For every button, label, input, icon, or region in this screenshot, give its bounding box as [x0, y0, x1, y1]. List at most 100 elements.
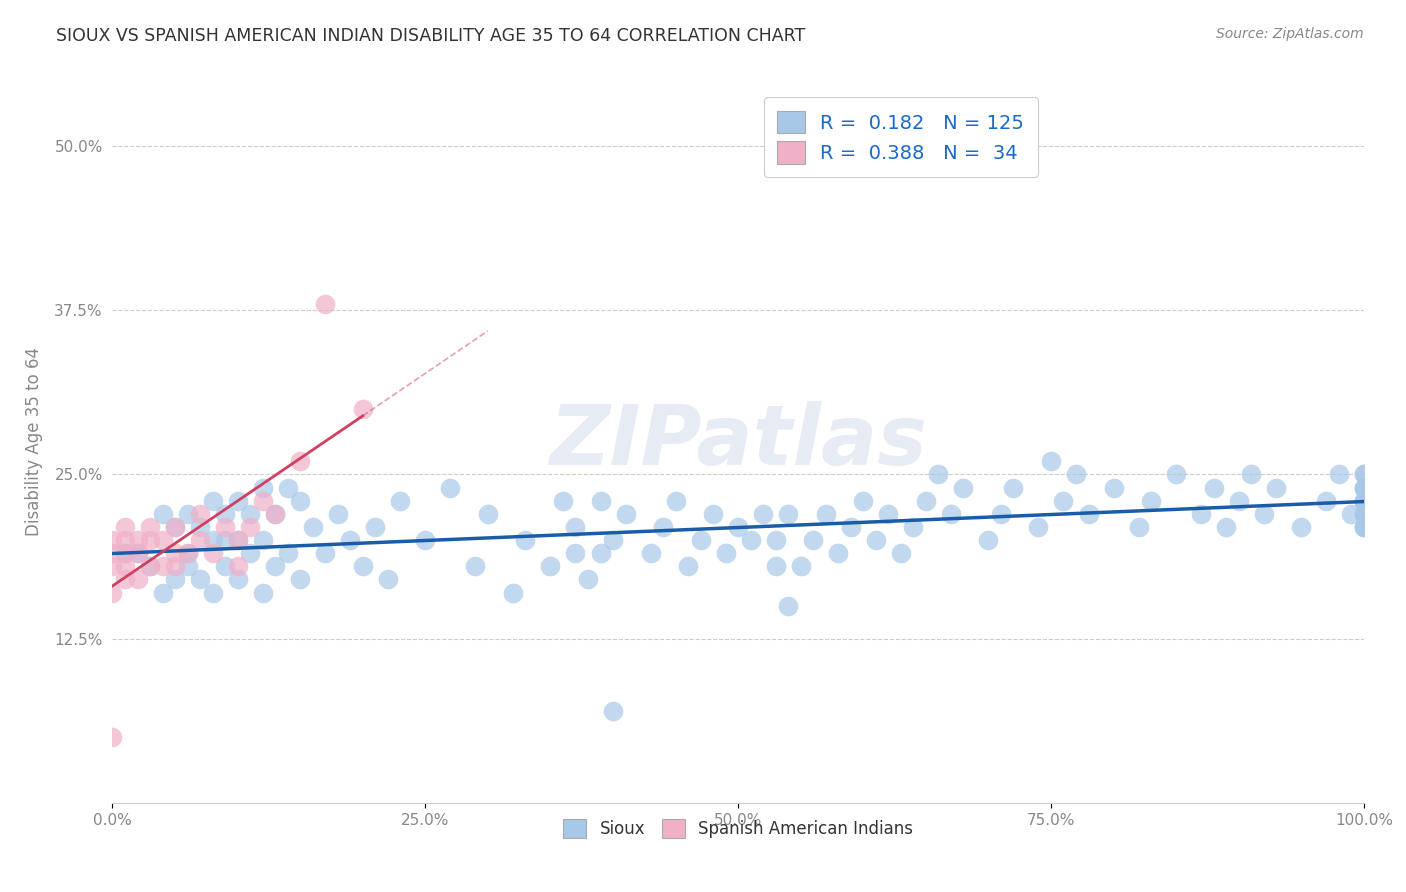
Point	[114, 559, 136, 574]
Point	[127, 546, 149, 560]
Point	[176, 546, 198, 560]
Point	[264, 507, 287, 521]
Point	[1327, 467, 1350, 482]
Point	[439, 481, 461, 495]
Point	[564, 520, 586, 534]
Point	[252, 493, 274, 508]
Point	[339, 533, 361, 547]
Point	[664, 493, 686, 508]
Text: SIOUX VS SPANISH AMERICAN INDIAN DISABILITY AGE 35 TO 64 CORRELATION CHART: SIOUX VS SPANISH AMERICAN INDIAN DISABIL…	[56, 27, 806, 45]
Point	[239, 520, 262, 534]
Point	[1353, 493, 1375, 508]
Point	[377, 573, 399, 587]
Point	[139, 559, 162, 574]
Point	[290, 454, 312, 468]
Point	[1028, 520, 1050, 534]
Point	[1315, 493, 1337, 508]
Point	[239, 546, 262, 560]
Point	[927, 467, 949, 482]
Point	[464, 559, 486, 574]
Point	[152, 507, 174, 521]
Point	[640, 546, 662, 560]
Point	[890, 546, 912, 560]
Point	[163, 546, 186, 560]
Point	[714, 546, 737, 560]
Point	[1353, 481, 1375, 495]
Point	[1353, 493, 1375, 508]
Point	[264, 507, 287, 521]
Point	[1353, 467, 1375, 482]
Point	[1265, 481, 1288, 495]
Point	[1052, 493, 1074, 508]
Point	[114, 573, 136, 587]
Point	[589, 546, 612, 560]
Point	[101, 585, 124, 599]
Point	[214, 559, 236, 574]
Point	[1291, 520, 1313, 534]
Point	[364, 520, 387, 534]
Point	[676, 559, 699, 574]
Point	[538, 559, 561, 574]
Point	[1039, 454, 1063, 468]
Point	[1353, 520, 1375, 534]
Point	[865, 533, 887, 547]
Point	[502, 585, 524, 599]
Point	[264, 559, 287, 574]
Point	[1353, 467, 1375, 482]
Point	[1164, 467, 1187, 482]
Point	[877, 507, 900, 521]
Point	[352, 401, 374, 416]
Y-axis label: Disability Age 35 to 64: Disability Age 35 to 64	[25, 347, 44, 536]
Point	[1189, 507, 1212, 521]
Point	[226, 559, 249, 574]
Point	[778, 599, 800, 613]
Point	[614, 507, 637, 521]
Point	[727, 520, 749, 534]
Point	[1202, 481, 1225, 495]
Point	[139, 559, 162, 574]
Point	[239, 507, 262, 521]
Point	[1353, 481, 1375, 495]
Point	[226, 533, 249, 547]
Point	[515, 533, 537, 547]
Point	[589, 493, 612, 508]
Point	[127, 573, 149, 587]
Point	[114, 533, 136, 547]
Point	[652, 520, 675, 534]
Point	[977, 533, 1000, 547]
Point	[176, 507, 198, 521]
Point	[1353, 507, 1375, 521]
Point	[163, 573, 186, 587]
Point	[114, 520, 136, 534]
Point	[152, 559, 174, 574]
Point	[551, 493, 574, 508]
Point	[602, 704, 624, 718]
Point	[752, 507, 775, 521]
Point	[1353, 507, 1375, 521]
Point	[214, 520, 236, 534]
Point	[277, 546, 299, 560]
Point	[201, 533, 224, 547]
Point	[252, 533, 274, 547]
Point	[1227, 493, 1250, 508]
Point	[290, 573, 312, 587]
Point	[778, 507, 800, 521]
Point	[689, 533, 711, 547]
Point	[201, 546, 224, 560]
Point	[139, 533, 162, 547]
Point	[990, 507, 1012, 521]
Point	[226, 533, 249, 547]
Point	[326, 507, 349, 521]
Point	[903, 520, 925, 534]
Point	[188, 533, 211, 547]
Point	[702, 507, 724, 521]
Point	[163, 520, 186, 534]
Legend: Sioux, Spanish American Indians: Sioux, Spanish American Indians	[557, 813, 920, 845]
Point	[176, 546, 198, 560]
Point	[1064, 467, 1087, 482]
Point	[740, 533, 762, 547]
Point	[214, 507, 236, 521]
Point	[127, 546, 149, 560]
Point	[564, 546, 586, 560]
Point	[277, 481, 299, 495]
